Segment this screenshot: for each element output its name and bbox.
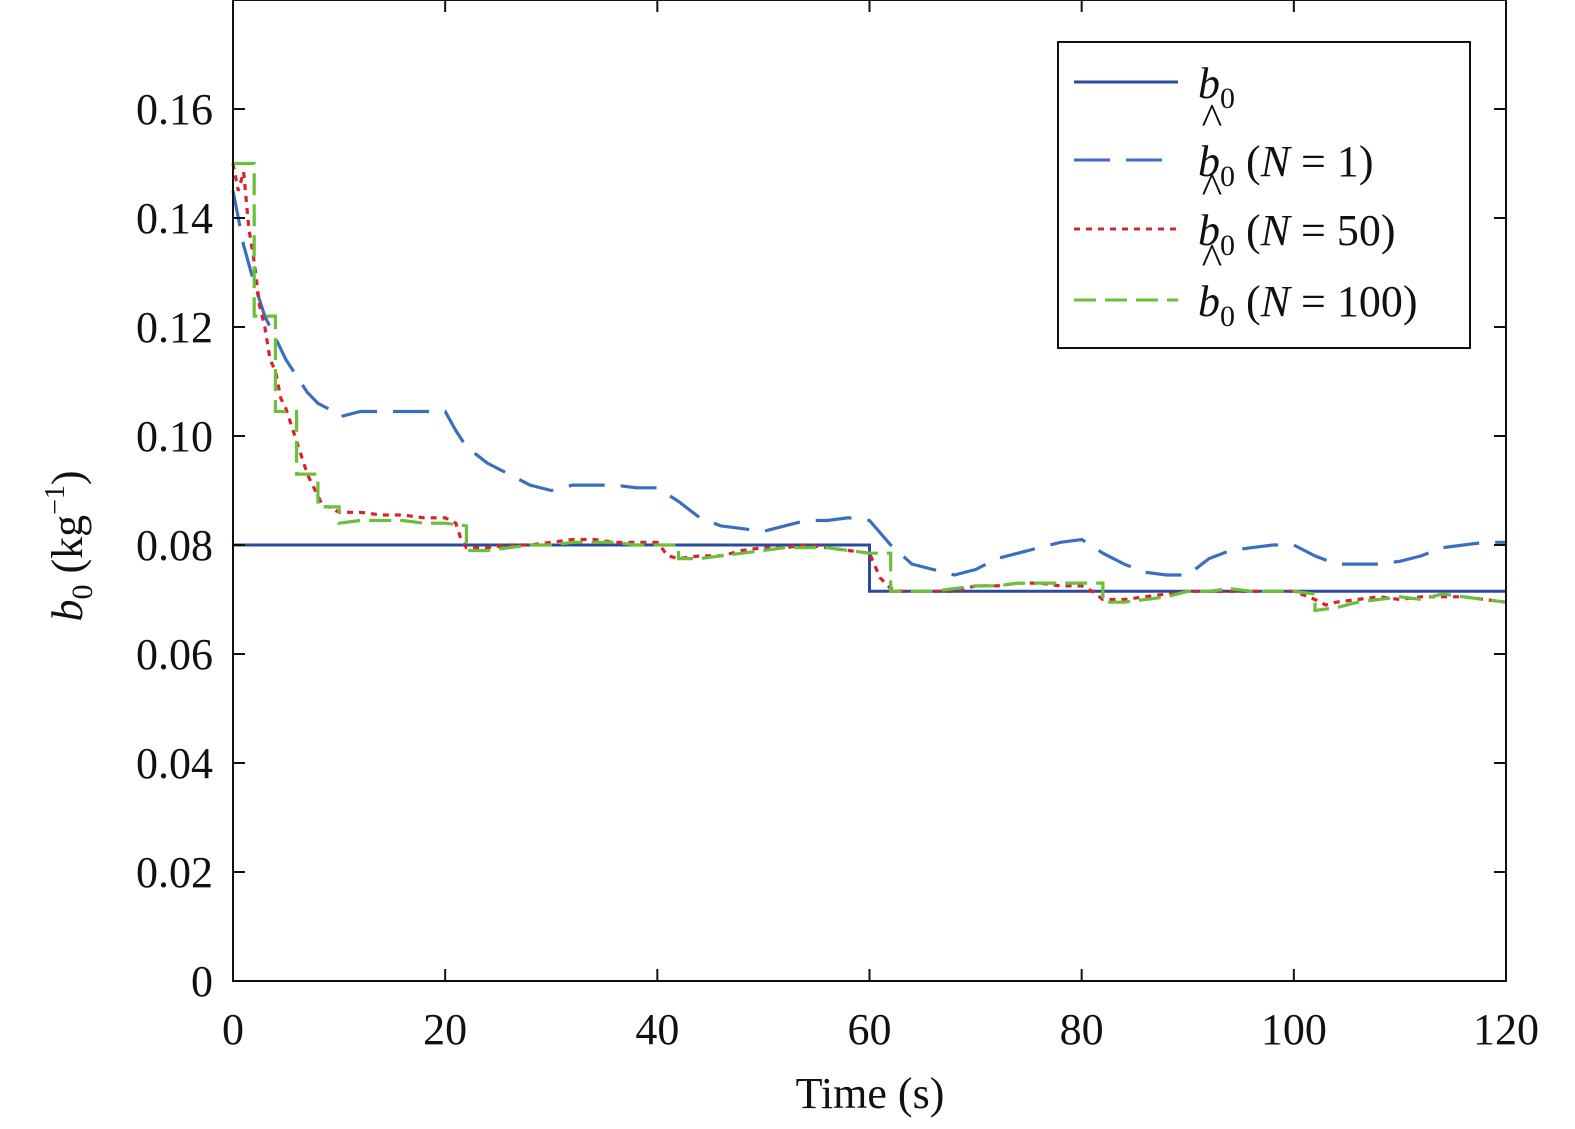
y-tick-label: 0.04 — [136, 739, 213, 788]
x-tick-label: 60 — [848, 1005, 892, 1054]
x-axis-title: Time (s) — [796, 1069, 945, 1118]
y-axis-title: b0 (kg−1) — [40, 470, 99, 621]
legend-label-3: b0 (N = 50) — [1198, 206, 1395, 262]
legend-label-2: b0 (N = 1) — [1198, 137, 1373, 193]
y-axis-title-unit-exponent: −1 — [40, 485, 71, 515]
legend-hat-4: ^ — [1202, 235, 1223, 284]
plot-lines — [231, 161, 1507, 613]
y-axis-title-symbol: b — [43, 600, 92, 622]
ticks — [232, 0, 1507, 982]
legend-items: b0^b0 (N = 1)^b0 (N = 50)^b0 (N = 100) — [1074, 59, 1417, 333]
y-axis-title-subscript: 0 — [66, 585, 99, 600]
y-tick-label: 0.06 — [136, 630, 213, 679]
x-tick-label: 100 — [1261, 1005, 1327, 1054]
legend: b0^b0 (N = 1)^b0 (N = 50)^b0 (N = 100) — [1057, 41, 1471, 349]
legend-box — [1057, 41, 1471, 349]
y-tick-label: 0.10 — [136, 412, 213, 461]
x-tick-label: 40 — [635, 1005, 679, 1054]
x-tick-label: 0 — [222, 1005, 244, 1054]
y-tick-label: 0.16 — [136, 85, 213, 134]
series-line-4 — [233, 161, 1507, 613]
y-tick-label: 0 — [191, 957, 213, 1006]
series-line-2 — [231, 190, 1506, 577]
x-tick-label: 20 — [423, 1005, 467, 1054]
tick-labels: 0 20 40 60 80 100 120 0 0.02 0.04 0.06 0.08 0.10 0.12… — [136, 85, 1539, 1054]
legend-label-1: b0 — [1198, 59, 1235, 115]
x-tick-label: 80 — [1060, 1005, 1104, 1054]
x-tick-label: 120 — [1473, 1005, 1539, 1054]
y-axis-title-unit: (kg — [43, 515, 92, 585]
legend-hat-3: ^ — [1202, 164, 1223, 213]
y-tick-label: 0.02 — [136, 848, 213, 897]
y-tick-label: 0.08 — [136, 521, 213, 570]
legend-label-4: b0 (N = 100) — [1198, 277, 1417, 333]
y-tick-label: 0.12 — [136, 303, 213, 352]
y-tick-label: 0.14 — [136, 194, 213, 243]
legend-hat-2: ^ — [1202, 95, 1223, 144]
y-axis-title-unit-close: ) — [43, 470, 92, 485]
